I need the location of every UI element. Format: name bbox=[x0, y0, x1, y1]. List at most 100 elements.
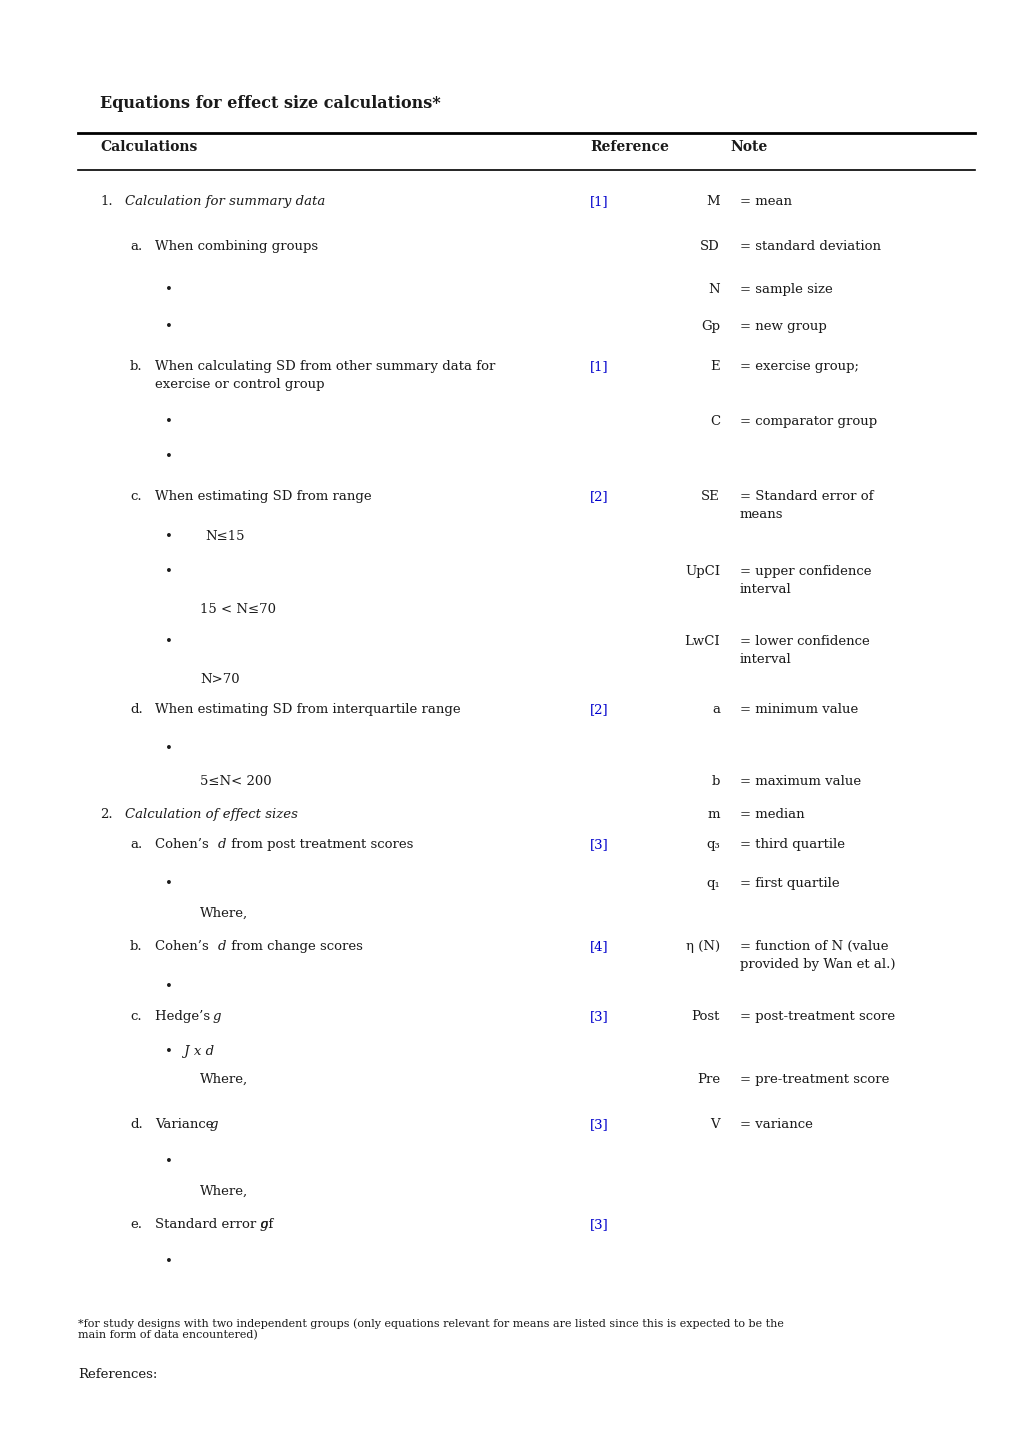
Text: = standard deviation: = standard deviation bbox=[739, 240, 880, 253]
Text: g: g bbox=[260, 1218, 268, 1231]
Text: a.: a. bbox=[129, 838, 142, 851]
Text: m: m bbox=[707, 808, 719, 821]
Text: [4]: [4] bbox=[589, 939, 608, 952]
Text: N>70: N>70 bbox=[200, 672, 239, 685]
Text: = third quartile: = third quartile bbox=[739, 838, 844, 851]
Text: [3]: [3] bbox=[589, 838, 608, 851]
Text: g: g bbox=[210, 1118, 218, 1131]
Text: Calculation of effect sizes: Calculation of effect sizes bbox=[125, 808, 298, 821]
Text: c.: c. bbox=[129, 491, 142, 504]
Text: Cohen’s: Cohen’s bbox=[155, 838, 213, 851]
Text: q₁: q₁ bbox=[705, 877, 719, 890]
Text: •: • bbox=[165, 566, 172, 579]
Text: [2]: [2] bbox=[589, 491, 608, 504]
Text: provided by Wan et al.): provided by Wan et al.) bbox=[739, 958, 895, 971]
Text: When estimating SD from interquartile range: When estimating SD from interquartile ra… bbox=[155, 703, 461, 716]
Text: = sample size: = sample size bbox=[739, 283, 832, 296]
Text: η (N): η (N) bbox=[685, 939, 719, 952]
Text: Reference: Reference bbox=[589, 140, 668, 154]
Text: •: • bbox=[165, 1045, 172, 1058]
Text: 1.: 1. bbox=[100, 195, 112, 208]
Text: = pre-treatment score: = pre-treatment score bbox=[739, 1074, 889, 1087]
Text: [1]: [1] bbox=[589, 195, 608, 208]
Text: d.: d. bbox=[129, 703, 143, 716]
Text: = new group: = new group bbox=[739, 320, 826, 333]
Text: •: • bbox=[165, 877, 172, 890]
Text: When combining groups: When combining groups bbox=[155, 240, 318, 253]
Text: •: • bbox=[165, 283, 172, 296]
Text: •: • bbox=[165, 530, 172, 543]
Text: •: • bbox=[165, 635, 172, 648]
Text: from change scores: from change scores bbox=[227, 939, 363, 952]
Text: b.: b. bbox=[129, 359, 143, 372]
Text: V: V bbox=[709, 1118, 719, 1131]
Text: Where,: Where, bbox=[200, 1185, 248, 1198]
Text: = median: = median bbox=[739, 808, 804, 821]
Text: b: b bbox=[711, 775, 719, 788]
Text: Gp: Gp bbox=[700, 320, 719, 333]
Text: = post-treatment score: = post-treatment score bbox=[739, 1010, 895, 1023]
Text: = mean: = mean bbox=[739, 195, 791, 208]
Text: b.: b. bbox=[129, 939, 143, 952]
Text: interval: interval bbox=[739, 583, 791, 596]
Text: c.: c. bbox=[129, 1010, 142, 1023]
Text: = comparator group: = comparator group bbox=[739, 416, 876, 429]
Text: = maximum value: = maximum value bbox=[739, 775, 860, 788]
Text: a: a bbox=[711, 703, 719, 716]
Text: Standard error of: Standard error of bbox=[155, 1218, 277, 1231]
Text: = upper confidence: = upper confidence bbox=[739, 566, 870, 579]
Text: d: d bbox=[218, 838, 226, 851]
Text: •: • bbox=[165, 1255, 172, 1268]
Text: means: means bbox=[739, 508, 783, 521]
Text: •: • bbox=[165, 1154, 172, 1167]
Text: *for study designs with two independent groups (only equations relevant for mean: *for study designs with two independent … bbox=[77, 1317, 784, 1341]
Text: Post: Post bbox=[691, 1010, 719, 1023]
Text: C: C bbox=[709, 416, 719, 429]
Text: Hedge’s: Hedge’s bbox=[155, 1010, 214, 1023]
Text: •: • bbox=[165, 980, 172, 993]
Text: = Standard error of: = Standard error of bbox=[739, 491, 872, 504]
Text: [1]: [1] bbox=[589, 359, 608, 372]
Text: Pre: Pre bbox=[696, 1074, 719, 1087]
Text: e.: e. bbox=[129, 1218, 142, 1231]
Text: When calculating SD from other summary data for: When calculating SD from other summary d… bbox=[155, 359, 495, 372]
Text: exercise or control group: exercise or control group bbox=[155, 378, 324, 391]
Text: Where,: Where, bbox=[200, 908, 248, 921]
Text: a.: a. bbox=[129, 240, 142, 253]
Text: •: • bbox=[165, 320, 172, 333]
Text: = lower confidence: = lower confidence bbox=[739, 635, 869, 648]
Text: •: • bbox=[165, 416, 172, 429]
Text: q₃: q₃ bbox=[705, 838, 719, 851]
Text: d: d bbox=[218, 939, 226, 952]
Text: •: • bbox=[165, 742, 172, 755]
Text: g: g bbox=[213, 1010, 221, 1023]
Text: 2.: 2. bbox=[100, 808, 112, 821]
Text: from post treatment scores: from post treatment scores bbox=[227, 838, 413, 851]
Text: Note: Note bbox=[730, 140, 766, 154]
Text: = exercise group;: = exercise group; bbox=[739, 359, 858, 372]
Text: E: E bbox=[709, 359, 719, 372]
Text: SE: SE bbox=[701, 491, 719, 504]
Text: [2]: [2] bbox=[589, 703, 608, 716]
Text: [3]: [3] bbox=[589, 1118, 608, 1131]
Text: When estimating SD from range: When estimating SD from range bbox=[155, 491, 371, 504]
Text: N: N bbox=[707, 283, 719, 296]
Text: [3]: [3] bbox=[589, 1010, 608, 1023]
Text: 5≤N< 200: 5≤N< 200 bbox=[200, 775, 271, 788]
Text: = function of N (value: = function of N (value bbox=[739, 939, 888, 952]
Text: N≤15: N≤15 bbox=[205, 530, 245, 543]
Text: Equations for effect size calculations*: Equations for effect size calculations* bbox=[100, 95, 440, 113]
Text: Calculations: Calculations bbox=[100, 140, 198, 154]
Text: interval: interval bbox=[739, 654, 791, 667]
Text: = variance: = variance bbox=[739, 1118, 812, 1131]
Text: References:: References: bbox=[77, 1368, 157, 1381]
Text: [3]: [3] bbox=[589, 1218, 608, 1231]
Text: 15 < N≤70: 15 < N≤70 bbox=[200, 603, 276, 616]
Text: •: • bbox=[165, 450, 172, 463]
Text: = minimum value: = minimum value bbox=[739, 703, 857, 716]
Text: Variance: Variance bbox=[155, 1118, 217, 1131]
Text: LwCI: LwCI bbox=[684, 635, 719, 648]
Text: Where,: Where, bbox=[200, 1074, 248, 1087]
Text: UpCI: UpCI bbox=[684, 566, 719, 579]
Text: Cohen’s: Cohen’s bbox=[155, 939, 213, 952]
